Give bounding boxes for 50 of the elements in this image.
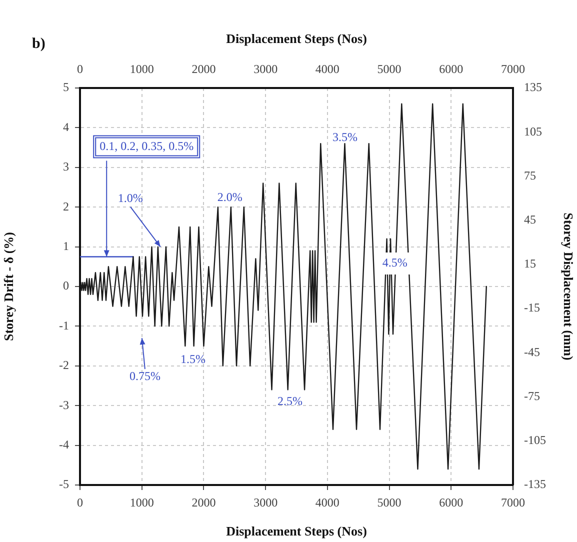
- annotation: 0.1, 0.2, 0.35, 0.5%: [100, 138, 194, 153]
- y2-tick-label: -105: [524, 433, 546, 448]
- x2-tick-label: 0: [77, 62, 83, 76]
- y-tick-label: 4: [63, 120, 69, 134]
- x2-tick-label: 6000: [439, 62, 464, 76]
- annotation: 2.5%: [278, 394, 303, 408]
- y-tick-label: -1: [59, 318, 69, 332]
- y2-tick-label: -75: [524, 388, 540, 403]
- chart-title: b): [32, 36, 46, 52]
- x-tick-label: 3000: [254, 495, 278, 510]
- annotation: 0.75%: [129, 369, 160, 384]
- y-tick-label: -3: [59, 398, 69, 412]
- x2-tick-label: 3000: [254, 62, 278, 76]
- x-tick-label: 2000: [192, 495, 216, 510]
- x-tick-label: 1000: [130, 495, 154, 510]
- y-tick-label: -2: [59, 358, 69, 372]
- y-tick-label: 2: [63, 199, 69, 214]
- y2-tick-label: 135: [524, 80, 542, 94]
- annotation: 1.5%: [180, 352, 206, 366]
- y2-tick-label: 75: [524, 168, 536, 182]
- annotation: 3.5%: [332, 130, 358, 144]
- y-axis-title: Storey Drift - δ (%): [1, 232, 16, 342]
- x-axis-title: Displacement Steps (Nos): [226, 524, 367, 539]
- x-tick-label: 7000: [501, 495, 525, 510]
- y2-tick-label: 45: [524, 212, 536, 226]
- y-tick-label: 3: [63, 160, 69, 174]
- y-tick-label: 5: [63, 80, 69, 94]
- y2-tick-label: 105: [524, 124, 542, 138]
- y2-axis-title: Storey Displacement (mm): [560, 212, 576, 360]
- x2-tick-label: 5000: [377, 62, 402, 76]
- y2-tick-label: -135: [524, 477, 546, 492]
- x2-tick-label: 1000: [130, 62, 154, 76]
- y-tick-label: -5: [59, 477, 69, 492]
- x2-tick-label: 4000: [315, 62, 340, 76]
- y-tick-label: 0: [63, 278, 69, 293]
- x-tick-label: 6000: [439, 495, 464, 510]
- x2-tick-label: 7000: [501, 62, 525, 76]
- y2-tick-label: 15: [524, 256, 536, 271]
- annotation: 1.0%: [118, 190, 143, 205]
- x-tick-label: 4000: [315, 495, 340, 510]
- annotation: 2.0%: [217, 190, 242, 204]
- y-tick-label: 1: [63, 238, 69, 253]
- x-tick-label: 5000: [377, 495, 402, 510]
- y2-tick-label: -15: [524, 300, 540, 315]
- annotation: 4.5%: [382, 256, 408, 270]
- y2-tick-label: -45: [524, 344, 540, 359]
- x2-tick-label: 2000: [192, 62, 216, 76]
- x-tick-label: 0: [77, 495, 83, 510]
- x2-axis-title: Displacement Steps (Nos): [226, 31, 367, 46]
- y-tick-label: -4: [59, 437, 69, 452]
